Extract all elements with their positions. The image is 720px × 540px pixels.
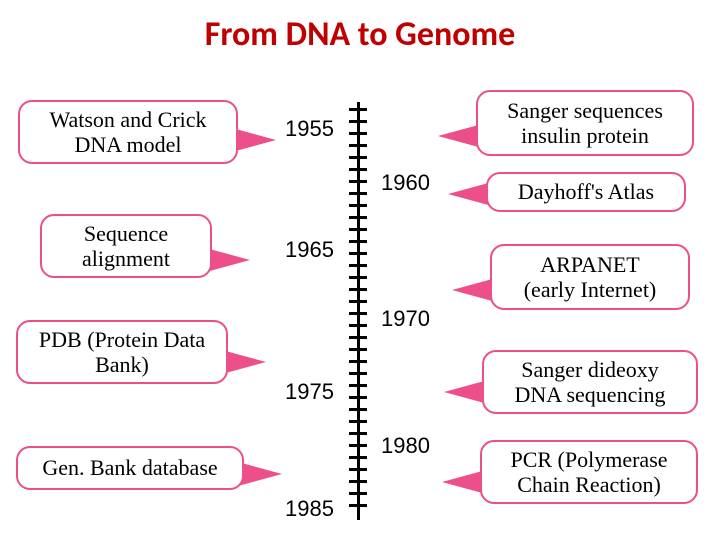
tick bbox=[349, 264, 367, 267]
tick bbox=[349, 408, 367, 411]
event-bubble-text: ARPANET(early Internet) bbox=[524, 252, 657, 303]
tick bbox=[349, 348, 367, 351]
tick bbox=[349, 456, 367, 459]
year-label: 1980 bbox=[381, 433, 430, 459]
year-label: 1955 bbox=[285, 116, 334, 142]
tick bbox=[349, 240, 367, 243]
event-bubble-sanger-dideoxy: Sanger dideoxyDNA sequencing bbox=[482, 350, 698, 414]
tick bbox=[349, 432, 367, 435]
event-bubble-text: Gen. Bank database bbox=[42, 455, 217, 480]
bubble-pointer bbox=[206, 248, 250, 272]
tick bbox=[349, 480, 367, 483]
tick bbox=[349, 108, 367, 111]
tick bbox=[349, 444, 367, 447]
tick bbox=[349, 156, 367, 159]
tick bbox=[349, 396, 367, 399]
tick bbox=[349, 336, 367, 339]
tick bbox=[349, 228, 367, 231]
event-bubble-arpanet: ARPANET(early Internet) bbox=[490, 244, 690, 310]
tick bbox=[349, 216, 367, 219]
year-label: 1965 bbox=[285, 237, 334, 263]
tick bbox=[349, 252, 367, 255]
tick bbox=[349, 180, 367, 183]
tick bbox=[349, 324, 367, 327]
event-bubble-text: Dayhoff's Atlas bbox=[518, 179, 654, 204]
tick bbox=[349, 288, 367, 291]
tick bbox=[349, 504, 367, 507]
tick bbox=[349, 300, 367, 303]
page-title: From DNA to Genome bbox=[0, 14, 720, 55]
event-bubble-text: PCR (PolymeraseChain Reaction) bbox=[510, 447, 667, 498]
event-bubble-text: Sanger dideoxyDNA sequencing bbox=[515, 357, 666, 408]
event-bubble-text: Sequencealignment bbox=[82, 221, 170, 272]
event-bubble-text: Sanger sequencesinsulin protein bbox=[507, 98, 663, 149]
event-bubble-seq-align: Sequencealignment bbox=[40, 214, 212, 278]
tick bbox=[349, 192, 367, 195]
tick bbox=[349, 276, 367, 279]
tick bbox=[349, 144, 367, 147]
event-bubble-watson-crick: Watson and CrickDNA model bbox=[18, 100, 238, 164]
tick bbox=[349, 468, 367, 471]
year-label: 1960 bbox=[381, 170, 430, 196]
bubble-pointer bbox=[222, 350, 266, 374]
bubble-pointer bbox=[238, 462, 282, 486]
tick bbox=[349, 420, 367, 423]
tick bbox=[349, 120, 367, 123]
tick bbox=[349, 204, 367, 207]
tick bbox=[349, 384, 367, 387]
event-bubble-dayhoff: Dayhoff's Atlas bbox=[486, 172, 686, 212]
event-bubble-genbank: Gen. Bank database bbox=[16, 446, 244, 490]
event-bubble-sanger-insulin: Sanger sequencesinsulin protein bbox=[476, 90, 694, 156]
tick bbox=[349, 360, 367, 363]
year-label: 1970 bbox=[381, 306, 430, 332]
year-label: 1975 bbox=[285, 379, 334, 405]
tick bbox=[349, 312, 367, 315]
event-bubble-pcr: PCR (PolymeraseChain Reaction) bbox=[480, 440, 698, 504]
tick bbox=[349, 132, 367, 135]
year-label: 1985 bbox=[285, 496, 334, 522]
tick bbox=[349, 492, 367, 495]
event-bubble-pdb: PDB (Protein DataBank) bbox=[16, 320, 228, 384]
tick bbox=[349, 168, 367, 171]
event-bubble-text: Watson and CrickDNA model bbox=[49, 107, 206, 158]
event-bubble-text: PDB (Protein DataBank) bbox=[39, 327, 205, 378]
tick bbox=[349, 372, 367, 375]
bubble-pointer bbox=[232, 128, 276, 152]
